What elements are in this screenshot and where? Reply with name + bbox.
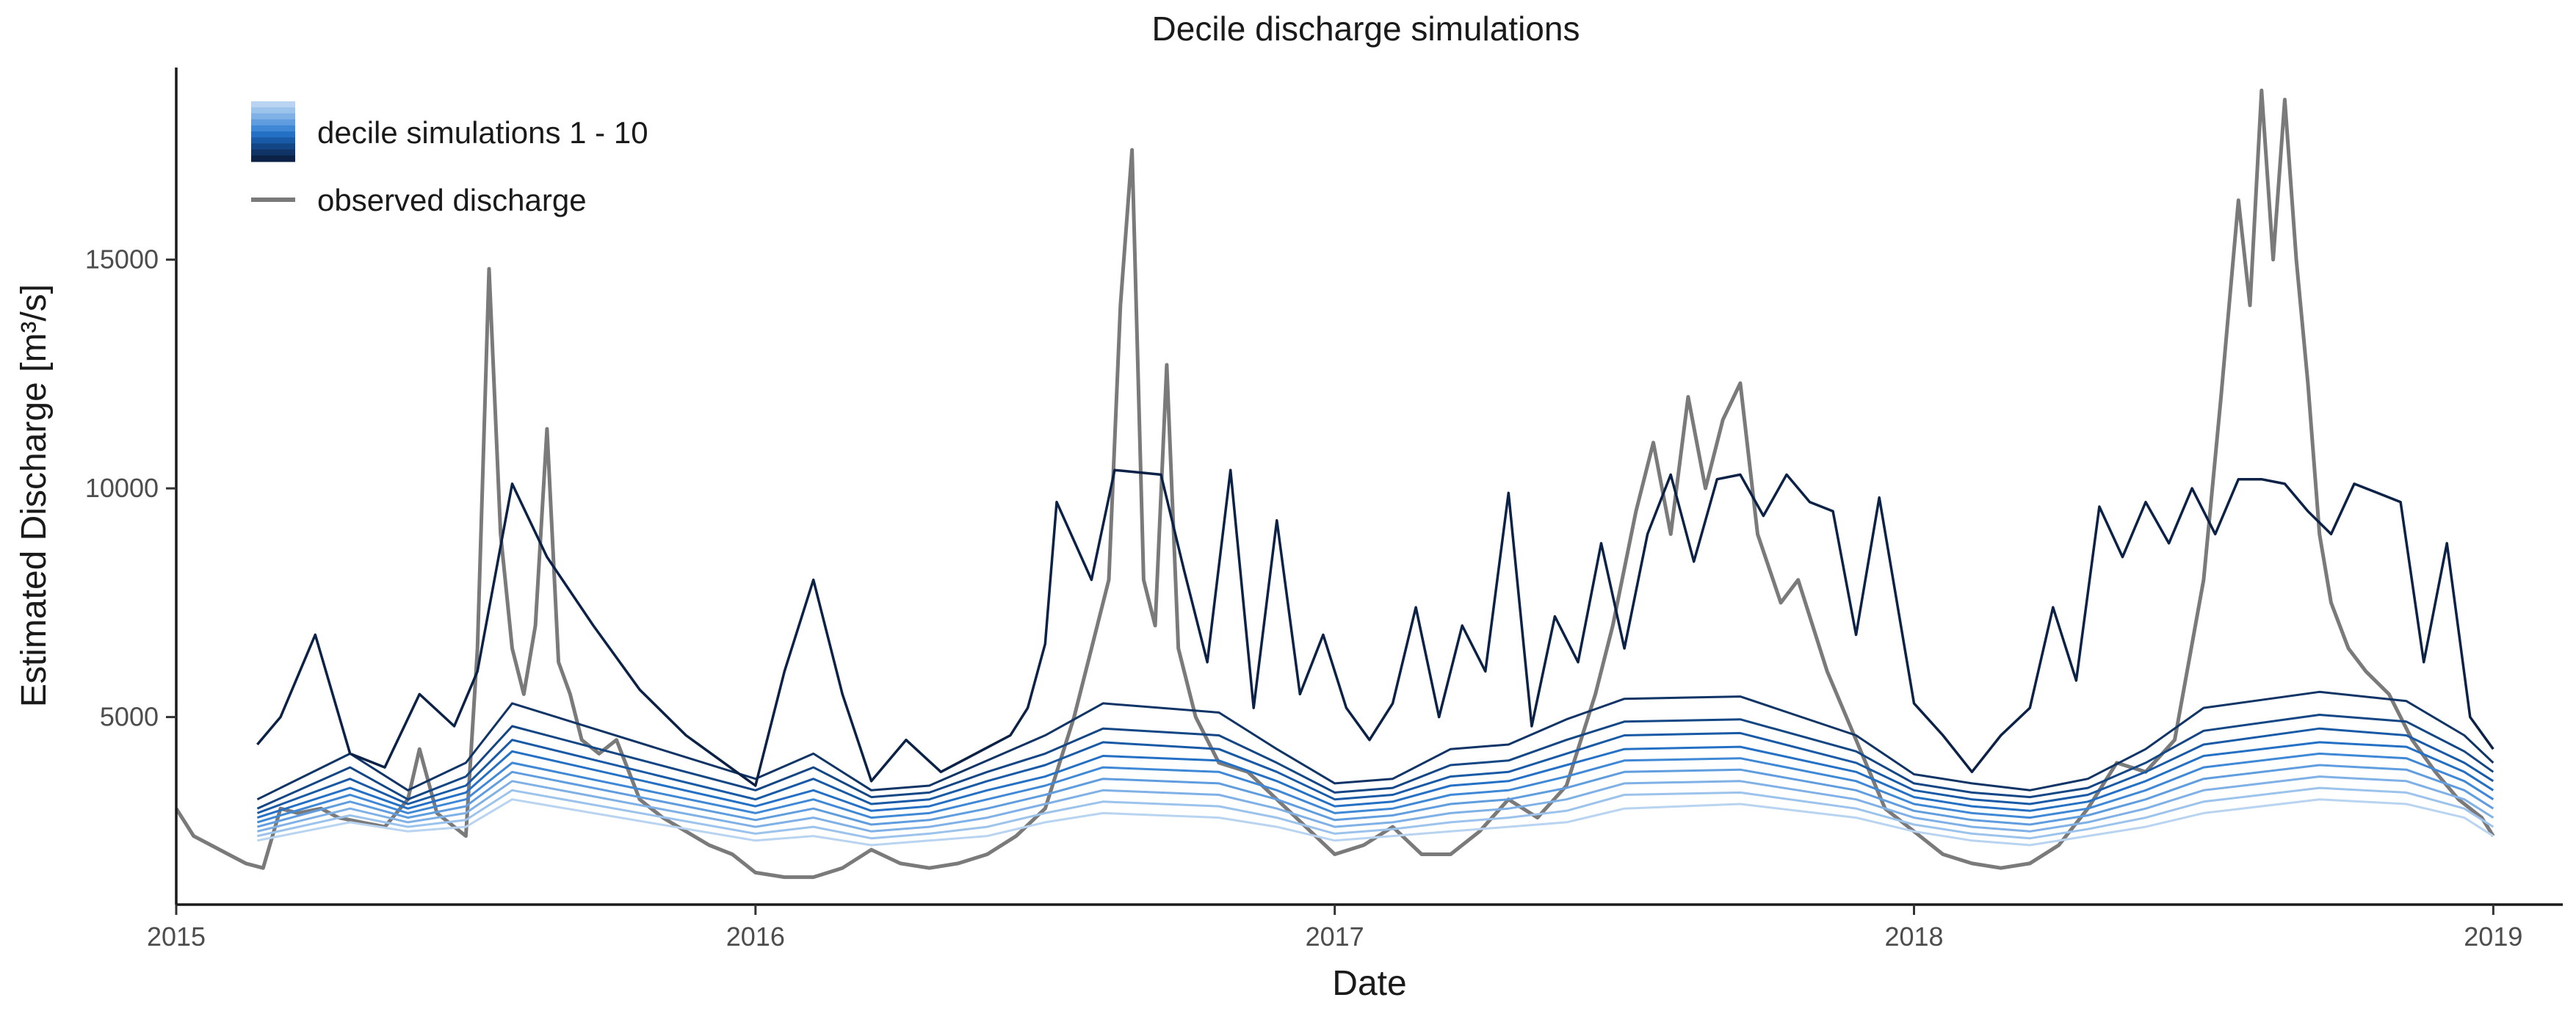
x-tick-label: 2017 [1306, 921, 1364, 952]
legend-decile-band [251, 155, 295, 162]
legend-decile-band [251, 107, 295, 114]
decile-line-4 [257, 764, 2494, 828]
y-axis-label: Estimated Discharge [m³/s] [15, 284, 54, 707]
decile-gradient-swatch [251, 101, 295, 162]
x-tick-label: 2018 [1884, 921, 1943, 952]
decile-line-9 [256, 690, 2494, 801]
legend-decile-band [251, 119, 295, 126]
decile-line-2 [257, 786, 2494, 840]
decile-line-5 [256, 752, 2494, 824]
decile-line-6 [256, 741, 2494, 819]
x-tick-label: 2016 [726, 921, 785, 952]
x-axis-ticks: 2015 2016 2017 2018 2019 [147, 905, 2522, 952]
decile-line-3 [257, 775, 2494, 833]
legend-label-observed: observed discharge [317, 183, 587, 217]
observed-discharge-line [174, 88, 2495, 880]
decile-line-7 [256, 727, 2494, 814]
y-tick-label: 5000 [100, 702, 159, 732]
x-tick-label: 2015 [147, 921, 206, 952]
legend-decile-band [251, 143, 295, 151]
x-tick-label: 2019 [2464, 921, 2522, 952]
legend-decile-band [251, 131, 295, 138]
y-tick-label: 15000 [85, 245, 159, 275]
legend: decile simulations 1 - 10 observed disch… [251, 101, 648, 217]
legend-decile-band [251, 101, 295, 108]
y-tick-label: 10000 [85, 473, 159, 503]
chart-title: Decile discharge simulations [1152, 10, 1580, 48]
decile-line-1 [257, 798, 2494, 847]
legend-label-deciles: decile simulations 1 - 10 [317, 115, 648, 150]
legend-decile-band [251, 137, 295, 144]
legend-decile-band [251, 125, 295, 132]
decile-line-8 [256, 714, 2494, 810]
legend-decile-band [251, 149, 295, 156]
decile-line-10 [256, 468, 2494, 787]
x-axis-label: Date [1332, 964, 1406, 1003]
series-layer [174, 88, 2495, 880]
legend-decile-band [251, 113, 295, 120]
y-axis-ticks: 5000 10000 15000 [85, 245, 176, 732]
